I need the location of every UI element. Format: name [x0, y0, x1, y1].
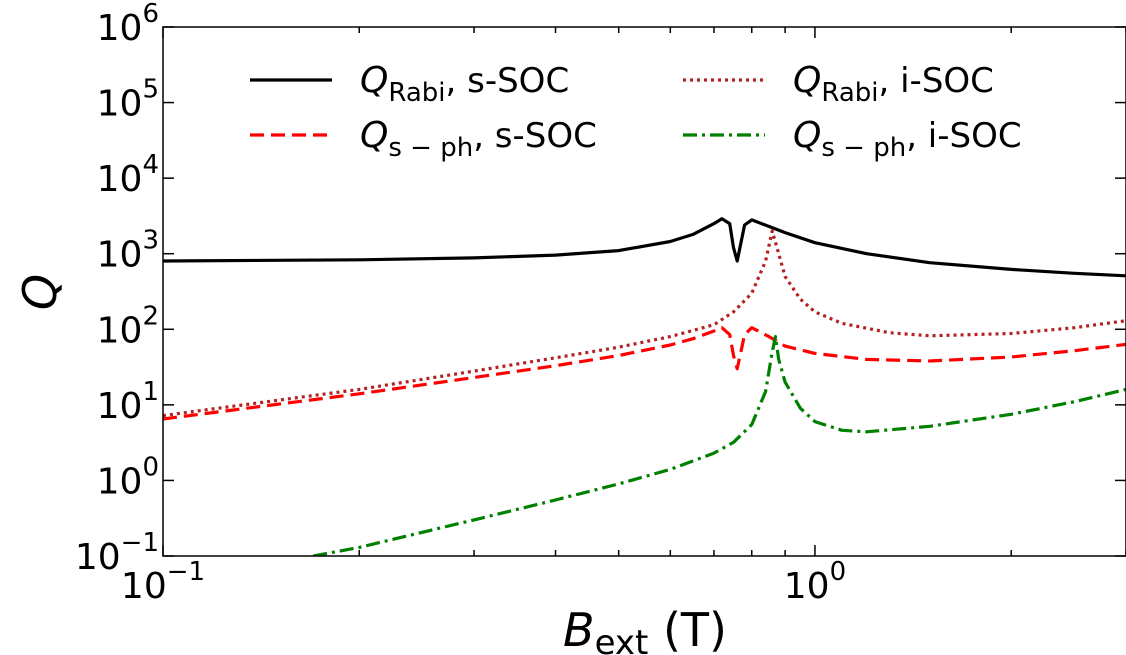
series-line-3 — [163, 326, 1126, 421]
y-axis-label-main: Q — [13, 274, 67, 310]
x-axis-label: Bext (T) — [563, 603, 727, 655]
legend-label: Qs − ph, i-SOC — [793, 115, 1022, 163]
series-line-4 — [312, 335, 1126, 556]
series-layer — [163, 217, 1126, 556]
legend-entry-2: QRabi, i-SOC — [683, 60, 994, 108]
y-tick-label: 10−1 — [75, 528, 159, 578]
legend-label: Qs − ph, s-SOC — [360, 115, 597, 163]
plot-frame — [162, 26, 1126, 557]
series-line-1 — [163, 217, 1126, 278]
legend-label: QRabi, i-SOC — [793, 60, 994, 108]
y-axis-label: Q — [13, 274, 67, 310]
y-tick-label: 105 — [97, 75, 159, 125]
x-tick-label: 10−1 — [121, 557, 205, 607]
series-line-2 — [163, 229, 1126, 418]
y-tick-label: 101 — [97, 377, 159, 427]
y-tick-label: 100 — [97, 452, 159, 502]
tick-layer: 10−1 100 101 102 103 104 105 106 10−1 100 — [75, 0, 1126, 607]
y-tick-label: 102 — [97, 301, 159, 351]
legend-label: QRabi, s-SOC — [360, 60, 569, 108]
legend-entry-1: QRabi, s-SOC — [250, 60, 569, 108]
x-axis-label-suffix: (T) — [648, 603, 727, 655]
y-tick-label: 103 — [97, 226, 159, 276]
x-axis-label-sub: ext — [595, 623, 649, 655]
x-axis-label-main: B — [563, 603, 595, 655]
y-tick-label: 106 — [97, 0, 159, 49]
y-tick-label: 104 — [97, 150, 159, 200]
legend-entry-4: Qs − ph, i-SOC — [683, 115, 1022, 163]
x-tick-label: 100 — [784, 557, 846, 607]
legend-layer: QRabi, s-SOC Qs − ph, s-SOC QRabi, i-SOC Qs… — [250, 60, 1022, 163]
legend-entry-3: Qs − ph, s-SOC — [250, 115, 597, 163]
